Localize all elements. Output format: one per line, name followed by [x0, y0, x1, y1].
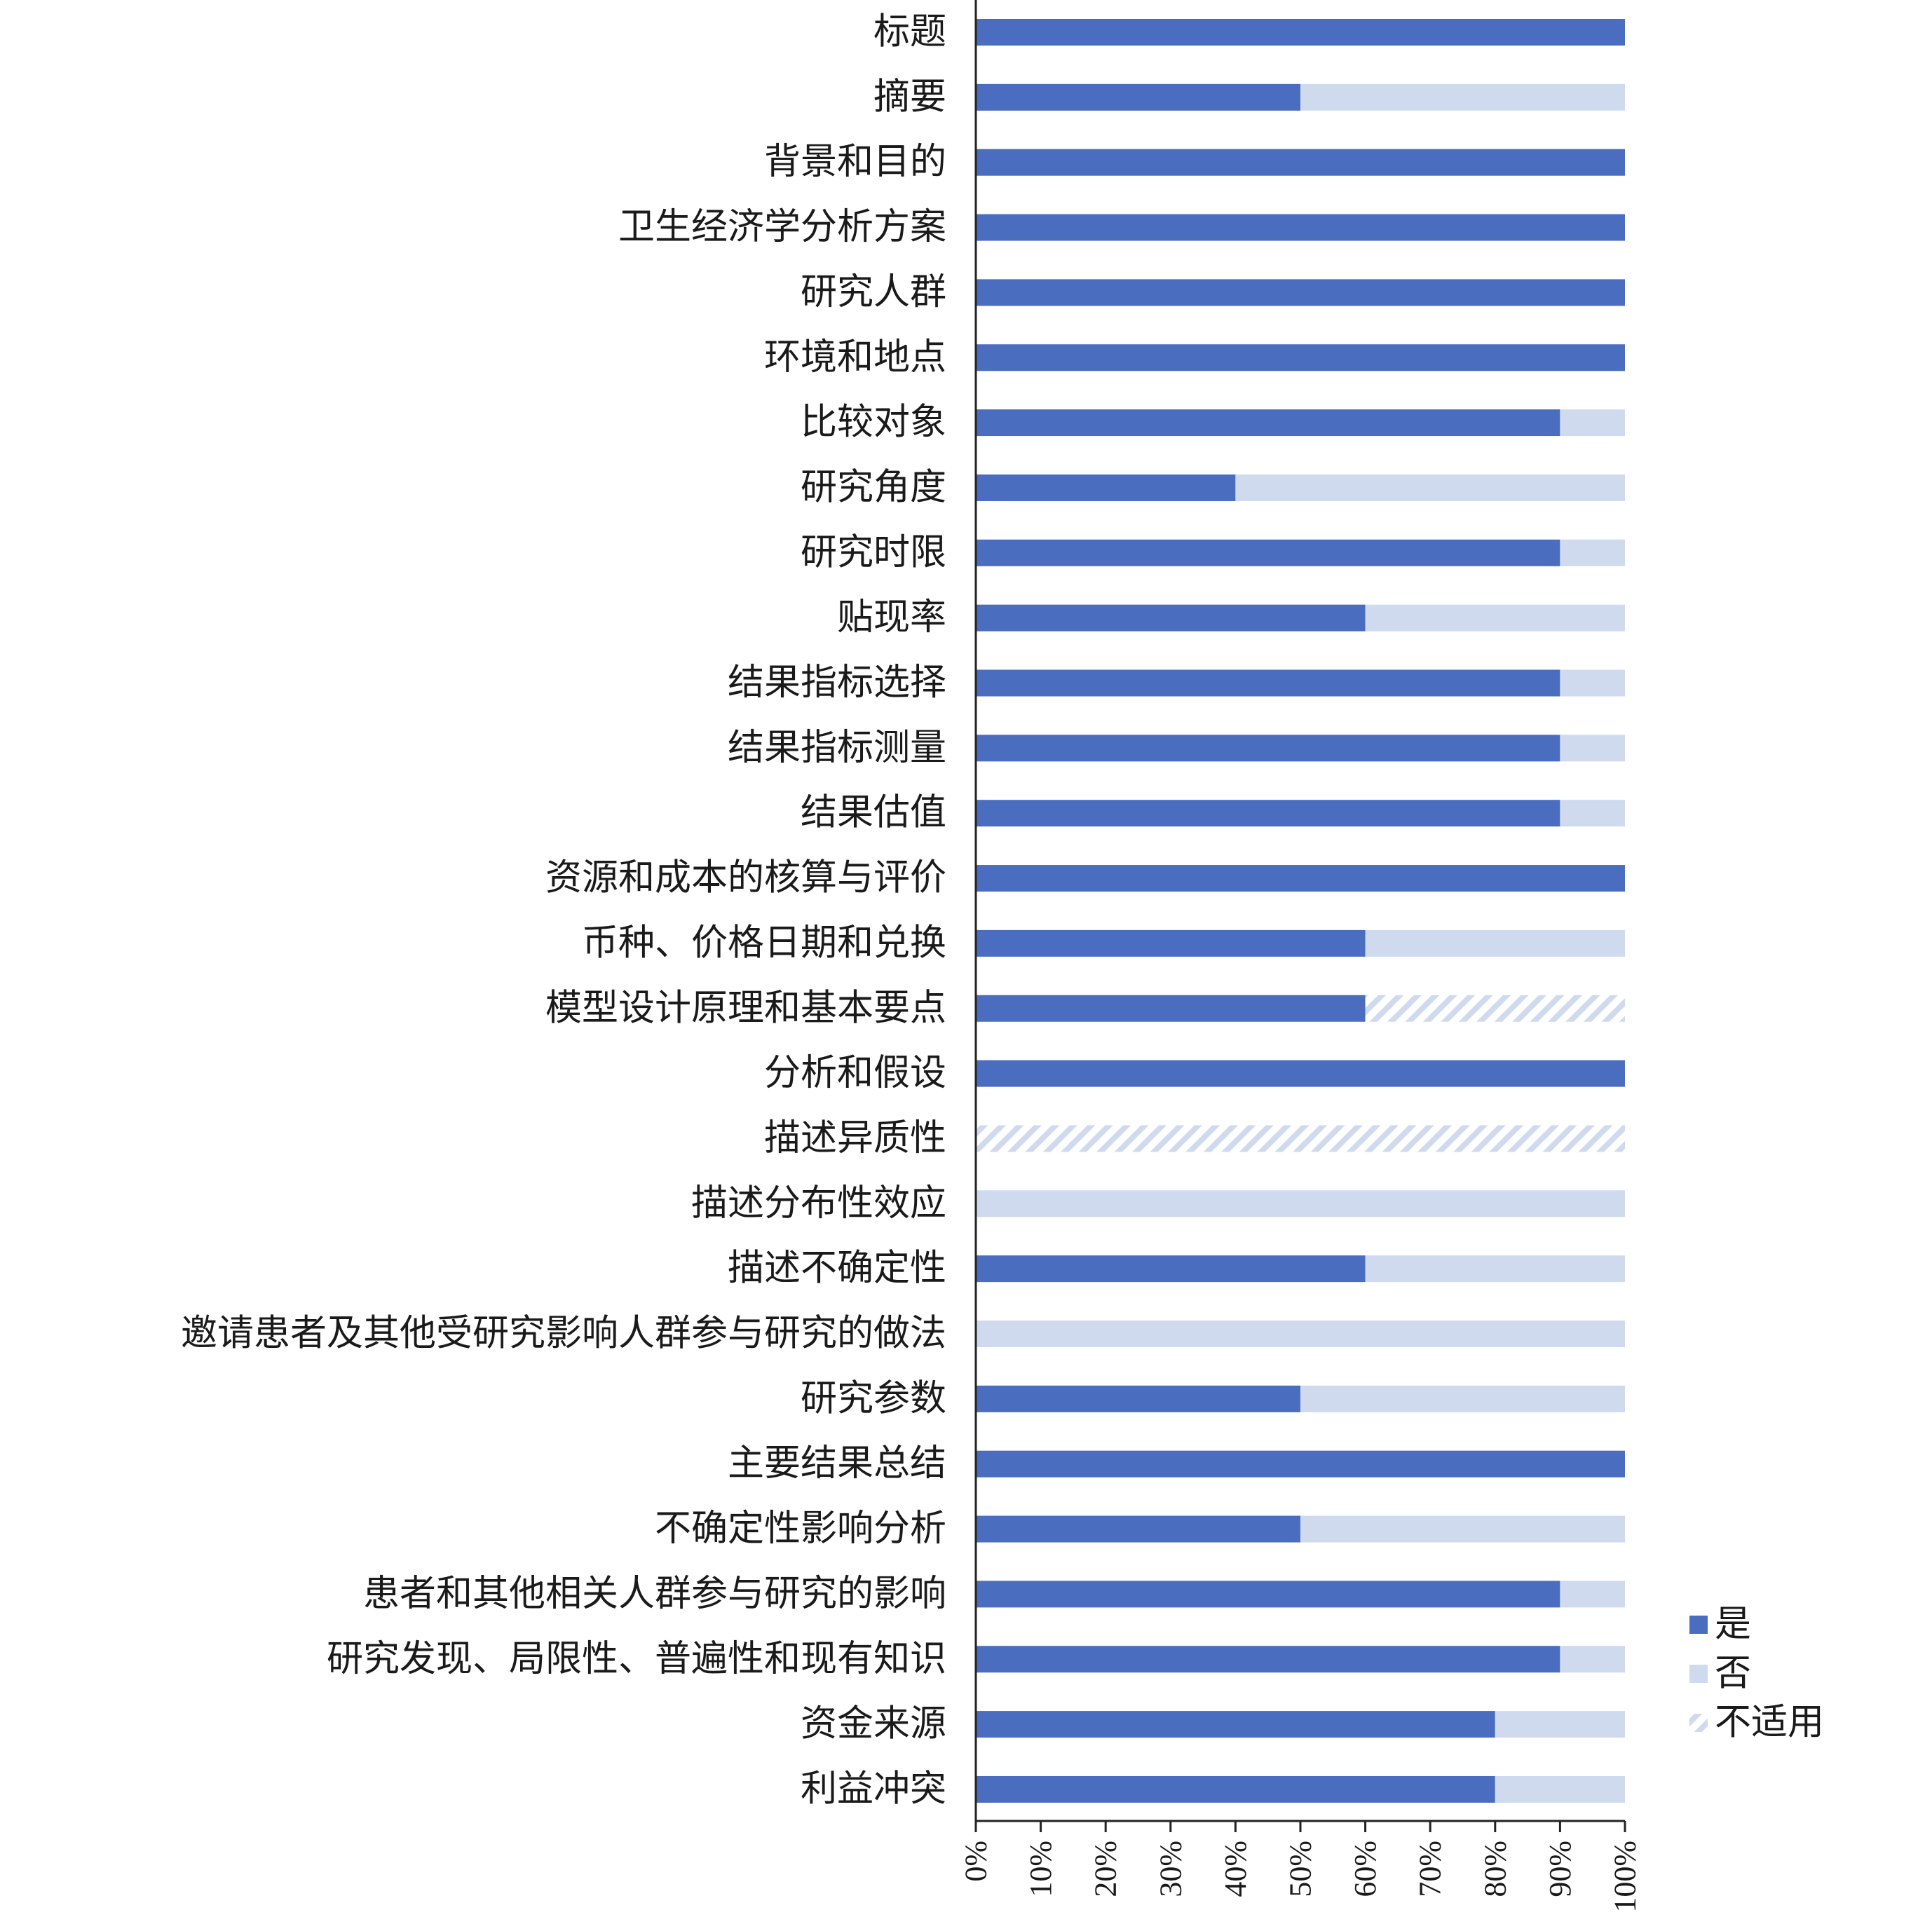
category-label: 卫生经济学分析方案 [618, 207, 946, 247]
bar-segment-yes [976, 214, 1625, 241]
bar-segment-yes [976, 929, 1366, 957]
category-label: 资金来源 [801, 1705, 946, 1745]
bar-segment-yes [976, 474, 1236, 501]
bar-segment-na [1365, 995, 1625, 1022]
x-tick-label: 70% [1413, 1841, 1448, 1897]
bar-segment-yes [976, 344, 1625, 371]
category-labels: 标题摘要背景和目的卫生经济学分析方案研究人群环境和地点比较对象研究角度研究时限贴… [181, 13, 946, 1810]
category-label: 背景和目的 [764, 142, 946, 182]
bar-segment-yes [976, 279, 1625, 306]
bar-segment-no [976, 1190, 1625, 1217]
legend-swatch [1689, 1665, 1708, 1683]
bar-segment-no [1560, 800, 1625, 827]
bar-segment-no [1365, 604, 1625, 632]
bar-segment-yes [976, 735, 1560, 762]
bar-segment-yes [976, 1581, 1560, 1608]
category-label: 研究发现、局限性、普遍性和现有知识 [327, 1639, 946, 1679]
bar-segment-yes [976, 1515, 1300, 1543]
x-tick-label: 60% [1348, 1841, 1382, 1897]
bar-segment-no [1560, 409, 1625, 437]
category-label: 研究时限 [801, 533, 946, 573]
x-tick-label: 10% [1023, 1841, 1058, 1897]
bar-segment-na [976, 1125, 1625, 1152]
x-tick-label: 100% [1608, 1841, 1642, 1913]
bar-segment-yes [976, 669, 1560, 697]
x-tick-label: 80% [1478, 1841, 1512, 1897]
axes: 0% 10% 20% 30% 40% 50% 60% 70% 80% 90% 100% [959, 0, 1642, 1913]
category-label: 模型设计原理和基本要点 [545, 988, 946, 1028]
category-label: 不确定性影响分析 [655, 1509, 946, 1549]
category-label: 主要结果总结 [728, 1444, 946, 1484]
bar-segment-no [1235, 474, 1625, 501]
bar-segment-no [976, 1321, 1625, 1347]
category-label: 患者和其他相关人群参与研究的影响 [363, 1574, 946, 1614]
x-tick-label: 30% [1153, 1841, 1188, 1897]
bar-segment-yes [976, 1060, 1625, 1087]
bar-segment-yes [976, 1711, 1495, 1738]
bar-segment-no [1495, 1775, 1625, 1803]
x-tick-label: 40% [1218, 1841, 1253, 1897]
bar-segment-no [1300, 83, 1625, 111]
category-label: 研究人群 [801, 273, 946, 313]
category-label: 标题 [873, 13, 946, 53]
category-label: 描述不确定性 [728, 1249, 946, 1289]
bar-segment-no [1560, 735, 1625, 762]
bar-segment-no [1560, 539, 1625, 566]
bar-segment-yes [976, 1255, 1366, 1283]
category-label: 资源和成本的核算与评价 [545, 859, 946, 899]
bar-segment-yes [976, 83, 1300, 111]
category-label: 结果指标选择 [728, 663, 946, 703]
category-label: 结果估值 [801, 793, 946, 833]
category-label: 描述分布性效应 [691, 1184, 946, 1224]
category-label: 研究角度 [801, 468, 946, 507]
bar-segment-no [1560, 669, 1625, 697]
legend-label: 否 [1715, 1654, 1751, 1694]
legend-label: 不适用 [1715, 1703, 1824, 1743]
bar-segment-no [1300, 1515, 1625, 1543]
bar-segment-yes [976, 995, 1366, 1022]
category-label: 比较对象 [801, 403, 946, 443]
bar-segment-yes [976, 865, 1625, 892]
category-label: 贴现率 [837, 598, 946, 638]
x-tick-label: 90% [1543, 1841, 1577, 1897]
bar-segment-yes [976, 1385, 1300, 1412]
bar-segment-no [1365, 929, 1625, 957]
bar-segment-yes [976, 1450, 1625, 1478]
bar-segment-yes [976, 539, 1560, 566]
category-label: 研究参数 [801, 1379, 946, 1419]
bar-segment-yes [976, 604, 1366, 632]
bar-segment-yes [976, 19, 1625, 46]
category-label: 币种、价格日期和兑换 [582, 923, 946, 963]
category-label: 摘要 [873, 77, 946, 117]
bar-segment-yes [976, 149, 1625, 176]
category-label: 邀请患者及其他受研究影响人群参与研究的做法 [181, 1314, 946, 1354]
bar-segment-yes [976, 800, 1560, 827]
x-tick-label: 50% [1284, 1841, 1318, 1897]
bar-segment-no [1495, 1711, 1625, 1738]
x-tick-label: 0% [959, 1841, 993, 1882]
category-label: 分析和假设 [764, 1053, 946, 1093]
category-label: 环境和地点 [764, 338, 946, 378]
x-tick-label: 20% [1089, 1841, 1123, 1897]
bar-segment-yes [976, 1775, 1495, 1803]
bar-segment-no [1300, 1385, 1625, 1412]
bar-segment-no [1365, 1255, 1625, 1283]
bar-segment-yes [976, 409, 1560, 437]
bar-segment-no [1560, 1646, 1625, 1673]
bar-segment-yes [976, 1646, 1560, 1673]
category-label: 结果指标测量 [728, 728, 946, 768]
legend-swatch [1689, 1616, 1708, 1634]
legend-label: 是 [1715, 1605, 1751, 1645]
legend-swatch [1689, 1714, 1708, 1732]
category-label: 描述异质性 [764, 1119, 946, 1159]
category-label: 利益冲突 [801, 1769, 946, 1809]
bars-layer [976, 19, 1625, 1803]
bar-segment-no [1560, 1581, 1625, 1608]
